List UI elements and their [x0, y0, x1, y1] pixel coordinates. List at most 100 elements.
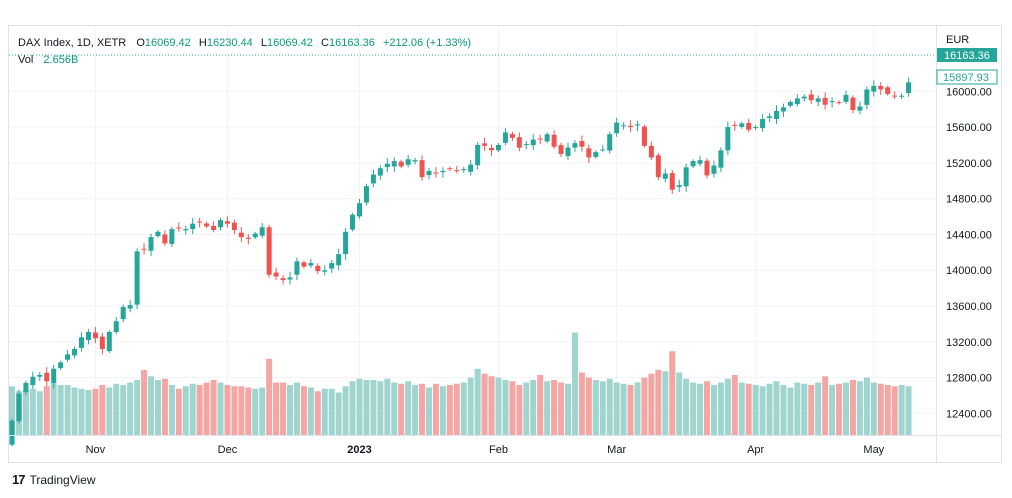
volume-bar [801, 383, 808, 435]
candle-body [523, 144, 529, 146]
candle-body [287, 277, 293, 280]
candle-body [350, 214, 356, 230]
candle-body [871, 85, 877, 92]
candle-body [204, 223, 210, 227]
volume-bar [328, 388, 335, 435]
candle-body [301, 262, 307, 267]
volume-bar [106, 387, 113, 435]
volume-bar [412, 385, 419, 435]
candle-body [739, 123, 745, 127]
legend-high-label: H [198, 37, 207, 49]
candle-body [440, 170, 446, 173]
volume-bar [627, 385, 634, 435]
grid [9, 27, 936, 435]
legend-title: DAX Index, 1D, XETR [18, 37, 127, 49]
volume-bar [704, 381, 710, 435]
volume-bar [252, 388, 259, 435]
volume-bar [273, 382, 280, 435]
tradingview-footer[interactable]: 17 TradingView [12, 472, 96, 487]
volume-bar [50, 382, 57, 435]
volume-bar [460, 382, 467, 435]
legend-volume-row: Vol 2.656B [18, 52, 471, 69]
legend-low-label: L [260, 37, 268, 49]
legend-high-value: 16230.44 [206, 37, 253, 49]
candle-body [391, 161, 397, 167]
volume-bar [745, 383, 752, 435]
candle-body [266, 227, 272, 275]
volume-bar [384, 378, 391, 435]
volume-bar [467, 377, 474, 435]
last-price-label: 16163.36 [944, 50, 990, 62]
candle-body [113, 321, 119, 332]
volume-bar [752, 385, 759, 435]
volume-bar [293, 382, 300, 435]
volume-bar [509, 381, 516, 435]
y-tick-label: 13600.00 [946, 301, 992, 313]
candle-body [892, 95, 898, 97]
volume-bar [599, 381, 606, 435]
candle-body [690, 161, 696, 167]
candle-body [183, 229, 189, 231]
volume-bar [335, 392, 342, 435]
currency-label: EUR [946, 34, 970, 46]
candle-body [697, 160, 703, 164]
volume-bar [537, 375, 544, 435]
candle-body [885, 87, 891, 94]
volume-bar [370, 380, 377, 435]
candle-body [426, 170, 432, 176]
y-tick-label: 16000.00 [946, 86, 992, 98]
candle-body [565, 147, 571, 157]
volume-bar [85, 390, 92, 435]
volume-bar [836, 383, 843, 435]
y-tick-label: 15600.00 [946, 122, 992, 134]
volume-bar [377, 381, 384, 435]
volume-bar [120, 385, 127, 435]
candle-body [558, 145, 564, 154]
volume-bar [134, 380, 141, 435]
candle-body [58, 362, 64, 369]
volume-bar [148, 376, 154, 435]
volume-bar [530, 380, 537, 435]
candle-body [496, 144, 501, 151]
volume-bar [634, 382, 641, 435]
candle-body [162, 234, 168, 244]
candle-body [641, 126, 647, 146]
volume-bar [544, 381, 551, 435]
candle-body [850, 97, 856, 111]
candles [9, 77, 912, 447]
volume-bar [22, 390, 29, 435]
candle-body [148, 237, 154, 251]
volume-bar [759, 386, 766, 435]
volume-bar [446, 385, 453, 435]
chart-legend: DAX Index, 1D, XETR O16069.42 H16230.44 … [18, 35, 471, 69]
candle-body [857, 106, 863, 111]
candle-body [746, 122, 752, 130]
x-tick-label: 2023 [347, 444, 371, 456]
y-tick-label: 15200.00 [946, 158, 992, 170]
x-tick-label: Dec [218, 444, 238, 456]
volume-bar [196, 385, 203, 435]
volume-bar [224, 385, 231, 435]
candle-body [308, 263, 314, 266]
volume-bar [217, 382, 224, 435]
volume-bar [495, 377, 502, 435]
volume-bar [280, 382, 287, 435]
volume-bar [502, 380, 509, 435]
volume-bar [829, 385, 836, 435]
candle-body [530, 139, 536, 146]
volume-bar [92, 388, 99, 435]
candle-body [537, 138, 543, 140]
volume-bar [787, 387, 794, 435]
candle-body [829, 101, 835, 103]
volume-bar [189, 383, 196, 435]
legend-close-label: C [321, 37, 329, 49]
candle-body [398, 161, 404, 167]
volume-bar [773, 381, 780, 435]
candle-body [822, 97, 828, 105]
volume-bar [287, 385, 293, 435]
candle-body [600, 149, 606, 151]
volume-bar [551, 380, 558, 435]
volume-bar [710, 385, 717, 435]
x-tick-label: Feb [489, 444, 508, 456]
